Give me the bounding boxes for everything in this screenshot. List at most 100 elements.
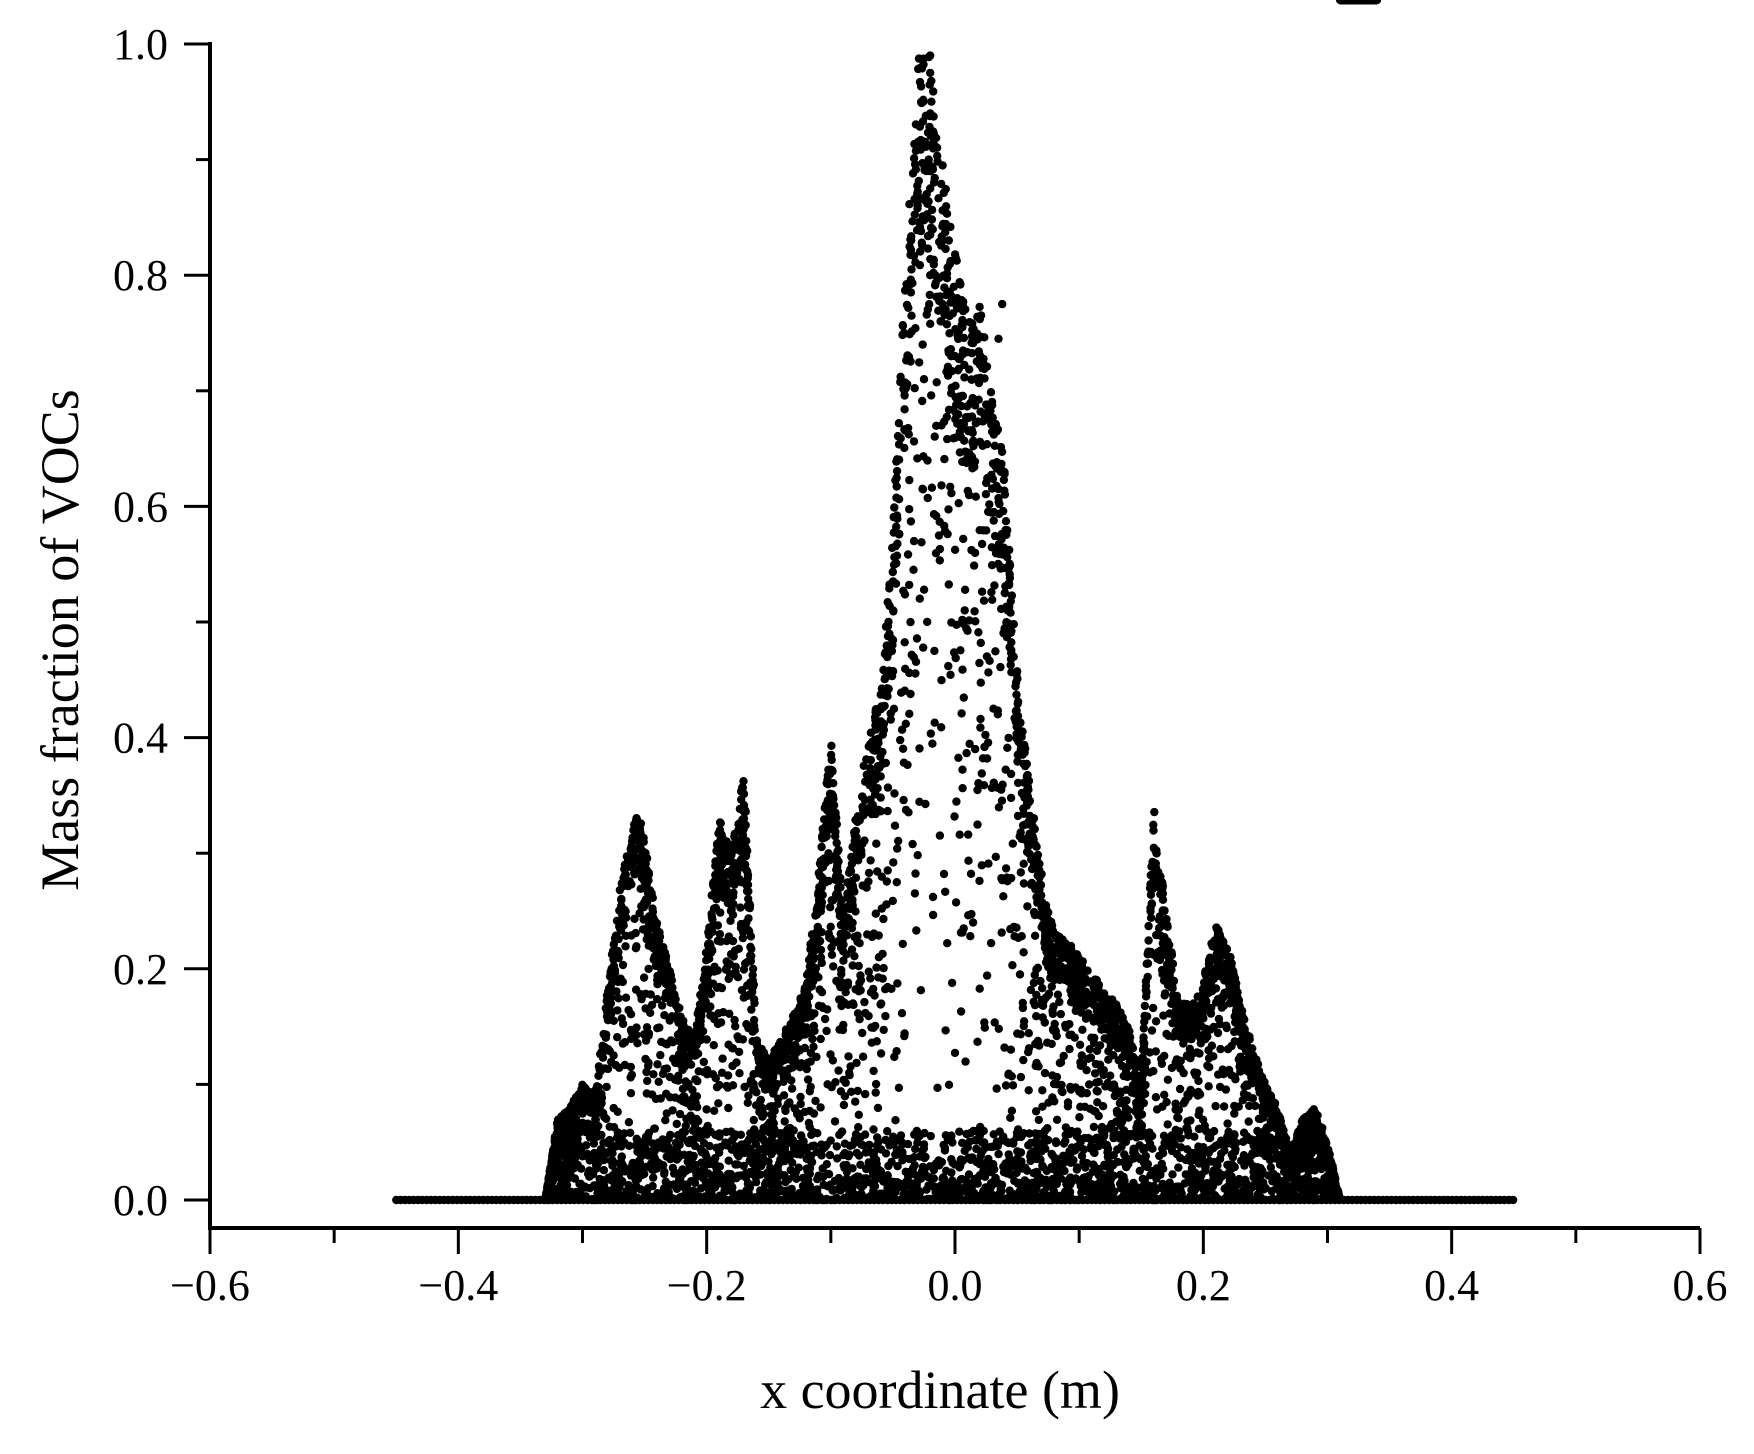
data-point [763,1143,772,1153]
data-point [718,1054,727,1063]
data-point [1026,1152,1035,1161]
data-point [1065,1147,1074,1156]
data-point [1065,1187,1075,1197]
data-point [724,1169,733,1179]
data-point [915,744,924,753]
data-point [884,1161,893,1171]
data-point [654,1077,663,1087]
data-point [975,984,984,993]
data-point [1082,1066,1091,1075]
data-point [1013,1125,1023,1134]
data-point [999,1162,1008,1171]
data-point [873,867,882,876]
data-point [919,1144,929,1153]
data-point [641,1137,650,1146]
data-point [1203,1195,1212,1205]
data-point [982,1188,991,1197]
data-point [605,1147,614,1156]
data-point [999,628,1008,638]
data-point [738,1035,748,1044]
data-point [580,1193,589,1202]
data-point [1107,1083,1116,1092]
data-point [702,1151,711,1161]
data-point [876,1049,886,1058]
data-point [621,993,631,1002]
data-point [730,1015,739,1025]
data-point [934,1156,943,1165]
data-point [872,1190,881,1199]
data-point [1261,1183,1270,1193]
data-point [1150,1186,1159,1196]
data-point [739,1161,748,1171]
data-point [910,889,920,898]
data-point [864,1011,873,1021]
data-point [1018,1003,1028,1013]
data-point [922,310,931,319]
data-point [682,1181,691,1191]
data-point [599,1185,609,1194]
data-point [1267,1187,1277,1196]
data-point [803,1192,813,1201]
data-point [709,1041,718,1050]
data-point [1024,1029,1034,1038]
data-point [694,1117,703,1126]
data-point [932,378,941,387]
data-point [1070,1033,1079,1042]
data-point [724,1156,733,1165]
data-point [1085,1045,1095,1054]
data-point [738,1193,748,1202]
data-point [1005,1154,1014,1163]
data-point [1176,1153,1185,1163]
data-point [555,1186,564,1196]
data-point [723,1083,732,1092]
data-point [559,1164,569,1174]
data-point [1209,1181,1218,1191]
data-point [728,1061,737,1071]
data-point [842,1160,851,1170]
data-point [934,194,943,203]
data-point [1209,1022,1219,1032]
data-point [832,1142,841,1151]
data-point [625,1141,634,1151]
data-point [1160,1051,1169,1061]
data-point [862,883,871,892]
data-point [926,729,935,738]
data-point [1204,1148,1213,1158]
data-point [856,986,865,995]
data-point [955,830,964,839]
data-point [926,1181,935,1190]
data-point [626,1025,636,1035]
data-point [701,1178,711,1187]
data-point [618,960,628,970]
data-point [911,869,920,878]
data-point [977,587,987,596]
data-point [567,1135,576,1144]
data-point [934,531,944,540]
data-point [1043,1038,1052,1047]
data-point [837,969,846,979]
data-point [1040,1068,1050,1078]
data-point [1076,1195,1085,1204]
data-point [1174,1061,1184,1071]
data-point [841,1078,850,1088]
data-point [1005,1191,1015,1201]
data-point [768,1112,777,1121]
data-point [926,1131,935,1141]
data-point [661,1116,670,1125]
data-point [735,1069,744,1078]
data-point [714,1099,723,1108]
data-point [590,1152,599,1161]
data-point [1091,1107,1100,1116]
data-point [841,1181,850,1190]
data-point [889,704,899,713]
data-point [980,1018,989,1027]
data-point [1081,1163,1090,1172]
data-point [854,1110,863,1120]
data-point [691,1075,700,1084]
data-point [952,797,961,806]
data-point [773,1194,783,1204]
data-point [999,1132,1008,1141]
data-point [678,1165,687,1174]
data-point [958,1138,967,1148]
data-point [802,1154,811,1164]
